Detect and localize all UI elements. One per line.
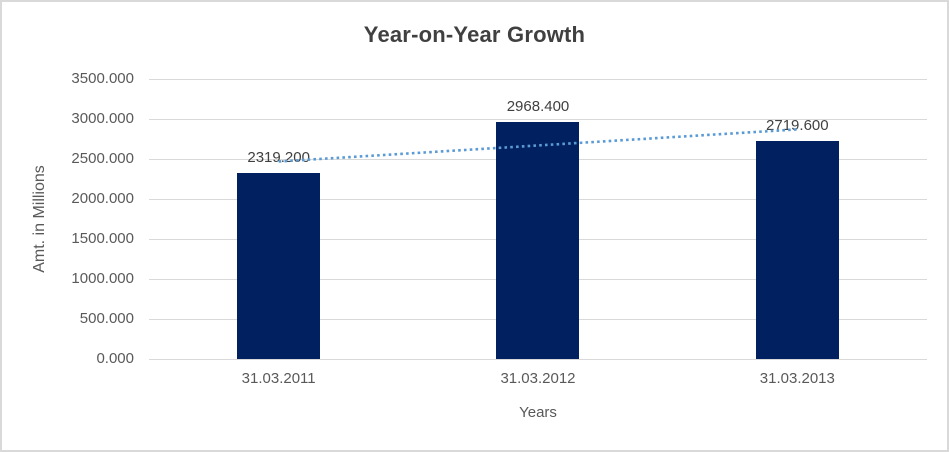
y-tick-label: 3500.000 (71, 70, 134, 87)
plot-area: 2319.200 2968.400 2719.600 (149, 79, 927, 360)
bar-slot: 2319.200 (149, 79, 408, 359)
bar-value-label: 2319.200 (247, 149, 310, 167)
y-tick-label: 1500.000 (71, 230, 134, 247)
y-tick-label: 1000.000 (71, 270, 134, 287)
x-axis-tick-labels: 31.03.2011 31.03.2012 31.03.2013 (149, 370, 927, 387)
bar-31.03.2013 (755, 141, 839, 359)
y-tick-label: 3000.000 (71, 110, 134, 127)
y-tick-label: 0.000 (96, 350, 134, 367)
bar-31.03.2011 (237, 173, 321, 359)
bar-slot: 2719.600 (668, 79, 927, 359)
gridline (149, 119, 927, 120)
y-tick-label: 500.000 (79, 310, 134, 327)
x-tick-label: 31.03.2012 (500, 370, 576, 387)
chart-title: Year-on-Year Growth (363, 22, 586, 47)
x-tick-label: 31.03.2013 (759, 370, 835, 387)
bar-slot: 2968.400 (408, 79, 667, 359)
y-tick-label: 2000.000 (71, 190, 134, 207)
bar-value-label: 2968.400 (506, 97, 570, 115)
bar-series: 2319.200 2968.400 2719.600 (149, 79, 927, 359)
bar-value-label: 2719.600 (766, 117, 829, 135)
bar-31.03.2012 (496, 121, 580, 359)
gridline (149, 359, 927, 360)
y-tick-label: 2500.000 (71, 150, 134, 167)
y-axis-tick-labels: 3500.000 3000.000 2500.000 2000.000 1500… (2, 70, 134, 367)
x-tick-label: 31.03.2011 (241, 370, 316, 387)
x-axis-title: Years (519, 404, 557, 421)
gridline (149, 79, 927, 80)
